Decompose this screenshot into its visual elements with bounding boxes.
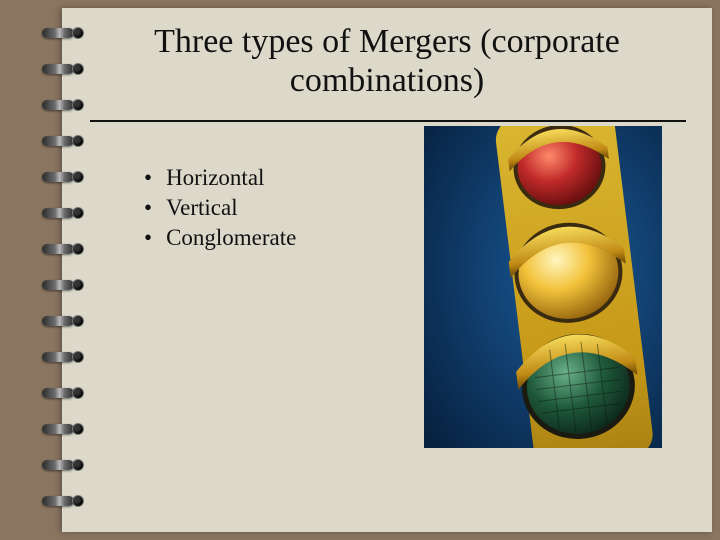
bullet-item: Horizontal <box>144 165 296 191</box>
spiral-ring <box>38 422 86 436</box>
spiral-ring <box>38 278 86 292</box>
spiral-ring <box>38 458 86 472</box>
spiral-binding <box>38 20 86 520</box>
bullet-list: Horizontal Vertical Conglomerate <box>104 165 296 255</box>
title-line-2: combinations) <box>290 62 485 99</box>
spiral-ring <box>38 26 86 40</box>
spiral-ring <box>38 170 86 184</box>
slide-surface: Three types of Mergers (corporate combin… <box>62 8 712 532</box>
spiral-ring <box>38 386 86 400</box>
spiral-ring <box>38 134 86 148</box>
title-line-1: Three types of Mergers (corporate <box>154 23 620 60</box>
bullet-item: Vertical <box>144 195 296 221</box>
spiral-ring <box>38 350 86 364</box>
spiral-ring <box>38 314 86 328</box>
spiral-ring <box>38 98 86 112</box>
spiral-ring <box>38 242 86 256</box>
bullet-item: Conglomerate <box>144 225 296 251</box>
spiral-ring <box>38 494 86 508</box>
slide-title: Three types of Mergers (corporate combin… <box>62 22 712 100</box>
spiral-ring <box>38 62 86 76</box>
title-divider <box>90 120 686 122</box>
spiral-ring <box>38 206 86 220</box>
traffic-light-image <box>424 126 662 448</box>
